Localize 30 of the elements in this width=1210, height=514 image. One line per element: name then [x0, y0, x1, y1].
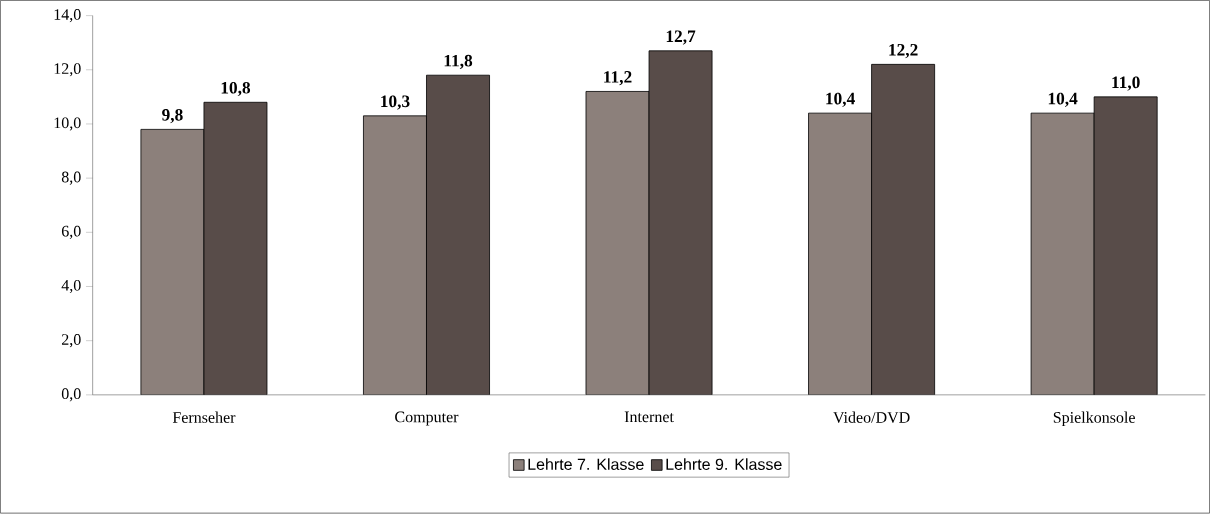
- x-tick-label: Computer: [395, 411, 459, 426]
- bar: [808, 112, 872, 396]
- y-tick-label: 6,0: [61, 225, 81, 240]
- y-tick-label: 14,0: [54, 9, 81, 23]
- x-tick-label: Fernseher: [172, 411, 236, 424]
- data-label: 12,2: [889, 44, 918, 59]
- data-label: 11,2: [604, 71, 632, 86]
- data-label: 10,8: [221, 82, 251, 97]
- data-label: 11,0: [1112, 76, 1140, 91]
- legend-label: Lehrte 7. Klasse: [528, 458, 644, 471]
- x-tick-label: Spielkonsole: [1053, 411, 1135, 427]
- bar: [363, 115, 427, 396]
- y-tick-label: 4,0: [61, 280, 81, 294]
- data-label: 9,8: [162, 109, 183, 124]
- bar: [585, 91, 650, 396]
- legend-label: Lehrte 9. Klasse: [666, 458, 782, 471]
- bar: [1030, 112, 1095, 396]
- x-tick-label: Internet: [624, 411, 674, 423]
- data-label: 10,4: [826, 92, 855, 108]
- y-tick-label: 0,0: [61, 388, 81, 402]
- y-tick-label: 2,0: [61, 334, 81, 348]
- bar: [140, 129, 205, 396]
- y-tick-label: 12,0: [54, 63, 81, 77]
- data-label: 12,7: [666, 30, 696, 45]
- data-label: 11,8: [444, 55, 473, 70]
- data-label: 10,4: [1048, 92, 1078, 108]
- y-tick-label: 10,0: [54, 117, 81, 131]
- y-tick-label: 8,0: [61, 171, 81, 185]
- x-tick-label: Video/DVD: [833, 411, 910, 424]
- data-label: 10,3: [381, 95, 410, 110]
